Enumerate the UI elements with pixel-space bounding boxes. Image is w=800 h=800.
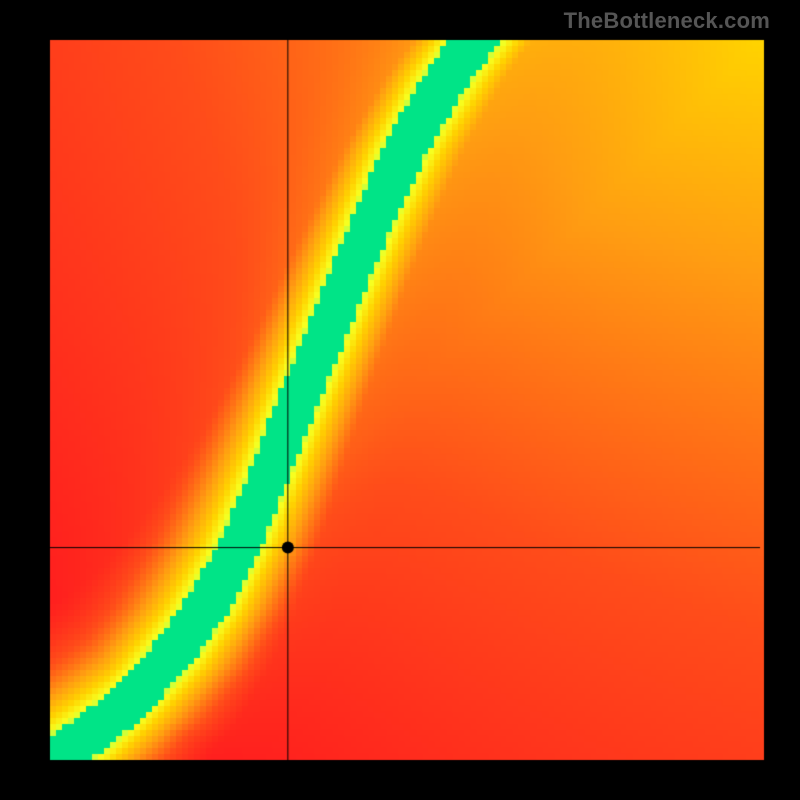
watermark-text: TheBottleneck.com	[564, 8, 770, 34]
bottleneck-heatmap	[0, 0, 800, 800]
chart-container: TheBottleneck.com	[0, 0, 800, 800]
